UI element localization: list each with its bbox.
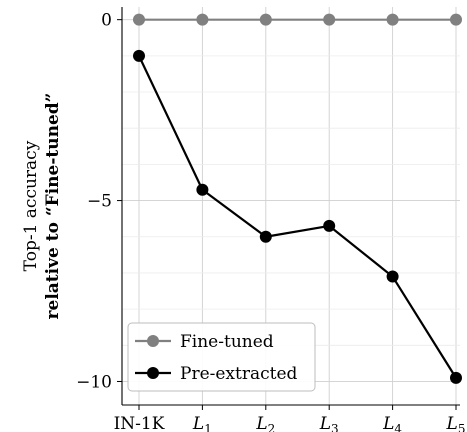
series-layer	[133, 13, 462, 384]
legend-marker	[147, 335, 159, 347]
data-point	[196, 183, 209, 196]
y-axis-label-line2: relative to “Fine-tuned”	[43, 93, 63, 320]
legend-label: Fine-tuned	[180, 332, 274, 352]
data-point	[133, 13, 145, 26]
legend-label: Pre-extracted	[180, 364, 298, 384]
data-point	[323, 13, 336, 26]
y-tick-label: 0	[101, 11, 112, 31]
x-tick-label: L5	[446, 414, 466, 432]
x-tick-label: L2	[255, 414, 275, 432]
legend: Fine-tuned Pre-extracted	[127, 322, 316, 392]
y-axis-label-line1: Top-1 accuracy	[21, 140, 41, 271]
grid	[122, 7, 460, 405]
data-point	[323, 219, 336, 232]
series-line-pre-extracted	[138, 55, 457, 379]
data-point	[259, 230, 272, 243]
x-tick-label: IN-1K	[114, 414, 165, 432]
legend-box	[127, 322, 316, 392]
y-axis-label: Top-1 accuracy relative to “Fine-tuned”	[21, 93, 63, 320]
data-point	[133, 49, 145, 62]
data-point	[196, 13, 209, 26]
axes: 0 −5 −10 IN-1K L1 L2 L3 L4 L5	[76, 7, 465, 432]
data-point	[450, 13, 462, 26]
x-tick-label: L1	[192, 414, 212, 432]
data-point	[259, 13, 272, 26]
x-tick-label: L4	[382, 414, 402, 432]
y-tick-label: −5	[87, 192, 112, 212]
data-point	[450, 371, 462, 384]
x-tick-label: L3	[319, 414, 339, 432]
legend-marker	[147, 367, 159, 379]
y-tick-label: −10	[76, 372, 112, 392]
data-point	[386, 13, 399, 26]
data-point	[386, 270, 399, 283]
